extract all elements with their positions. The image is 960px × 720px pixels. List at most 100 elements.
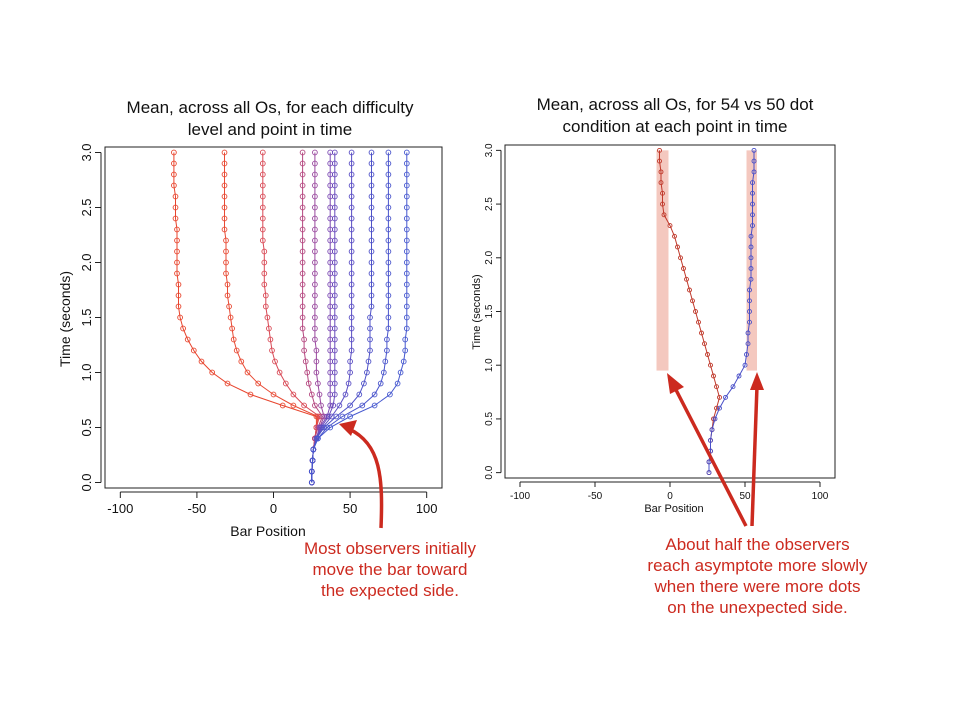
right-series-line-1	[708, 150, 755, 473]
left-series-10-point	[387, 391, 393, 398]
right-annotation-line-2: reach asymptote more slowly	[647, 556, 868, 575]
left-series-1-point	[223, 270, 229, 277]
left-series-1-point	[224, 281, 231, 288]
left-series-2-point	[259, 226, 266, 233]
left-series-3-point	[308, 391, 315, 398]
left-series-6-point	[331, 281, 338, 288]
left-series-2-point	[259, 149, 266, 156]
left-series-line-10	[311, 152, 408, 483]
left-x-tick-label: 0	[270, 501, 277, 516]
left-series-8-point	[368, 160, 375, 167]
left-series-6-point	[331, 314, 338, 321]
left-series-0-point	[180, 325, 186, 332]
right-series-0-point	[672, 233, 677, 239]
left-series-3-point	[299, 182, 306, 189]
right-x-tick-label: 100	[812, 491, 829, 502]
left-x-tick-label: 50	[343, 501, 357, 516]
left-series-9-point	[339, 413, 346, 420]
left-series-10-point	[403, 182, 410, 189]
right-chart-title: Mean, across all Os, for 54 vs 50 dot co…	[490, 94, 860, 138]
left-series-1-point	[221, 215, 228, 222]
left-series-1-point	[221, 193, 228, 200]
right-series-0-point	[661, 212, 667, 218]
right-series-1-point	[750, 223, 755, 229]
left-series-3-point	[305, 380, 312, 387]
left-series-6-point	[331, 358, 338, 365]
left-series-6-point	[331, 369, 338, 376]
left-series-9-point	[359, 402, 366, 409]
left-series-7-point	[348, 215, 355, 222]
left-series-10-point	[403, 149, 410, 156]
right-x-tick-label: 50	[739, 491, 751, 502]
left-series-3-point	[299, 237, 306, 244]
left-series-6-point	[331, 248, 338, 255]
left-series-3-point	[299, 215, 306, 222]
left-series-1-point	[223, 248, 229, 255]
right-y-tick-label: 0.5	[484, 412, 495, 426]
left-series-9-point	[384, 347, 390, 354]
right-series-0-point	[687, 287, 692, 293]
left-series-2-point	[262, 292, 269, 299]
left-series-0-point	[184, 336, 191, 343]
left-series-8-point	[368, 270, 375, 277]
left-series-8-point	[367, 325, 373, 332]
left-series-6-point	[331, 149, 338, 156]
right-arrowhead-left	[667, 373, 684, 394]
right-series-line-0	[659, 150, 721, 473]
left-series-10-point	[308, 468, 315, 475]
right-series-0-point	[714, 384, 719, 390]
right-series-0-point	[660, 201, 665, 207]
left-series-1-point	[221, 182, 228, 189]
right-series-1-point	[747, 319, 752, 325]
right-series-0-point	[657, 147, 662, 153]
left-series-1-point	[229, 325, 235, 332]
left-series-line-6	[311, 152, 336, 483]
left-series-3-point	[299, 193, 306, 200]
left-series-7-point	[348, 325, 355, 332]
left-series-6-point	[331, 325, 338, 332]
left-series-3-point	[299, 292, 306, 299]
left-x-axis-label: Bar Position	[230, 523, 305, 539]
left-series-6-point	[331, 303, 338, 310]
left-series-line-9	[311, 152, 389, 483]
left-series-10-point	[315, 435, 321, 442]
right-series-0-point	[708, 362, 713, 368]
left-series-2-point	[262, 303, 269, 310]
left-series-7-point	[348, 182, 355, 189]
right-series-1-point	[747, 298, 752, 304]
left-series-10-point	[403, 314, 410, 321]
left-series-10-point	[403, 248, 410, 255]
left-series-0-point	[224, 380, 231, 387]
right-series-1-point	[742, 362, 748, 368]
left-series-6-point	[331, 292, 338, 299]
left-series-6-point	[331, 171, 338, 178]
left-series-2-point	[301, 402, 307, 409]
left-series-9-point	[380, 369, 387, 376]
left-series-4-point	[313, 347, 320, 354]
left-series-2-point	[264, 314, 271, 321]
left-y-tick-label: 2.0	[79, 253, 94, 271]
right-series-0-point	[658, 169, 664, 175]
left-series-9-point	[385, 237, 392, 244]
right-plot-frame	[504, 144, 836, 479]
left-series-8-point	[368, 171, 375, 178]
left-series-4-point	[312, 303, 318, 310]
right-arrowhead-right	[750, 372, 764, 390]
left-series-3-point	[299, 270, 306, 277]
left-series-6-point	[330, 402, 337, 409]
left-annotation-line-2: move the bar toward	[312, 560, 468, 579]
left-series-3-point	[299, 149, 306, 156]
left-series-8-point	[367, 314, 373, 321]
right-arrow-shaft-right	[750, 385, 759, 527]
left-series-4-point	[312, 325, 318, 332]
left-series-line-7	[311, 152, 353, 483]
left-series-1-point	[224, 292, 231, 299]
left-series-10-point	[403, 171, 410, 178]
left-series-6-point	[331, 193, 338, 200]
left-series-0-point	[175, 281, 182, 288]
left-series-2-point	[259, 204, 266, 211]
left-series-8-point	[368, 237, 375, 244]
left-series-10-point	[371, 402, 378, 409]
left-chart-title: Mean, across all Os, for each difficulty…	[85, 97, 455, 141]
